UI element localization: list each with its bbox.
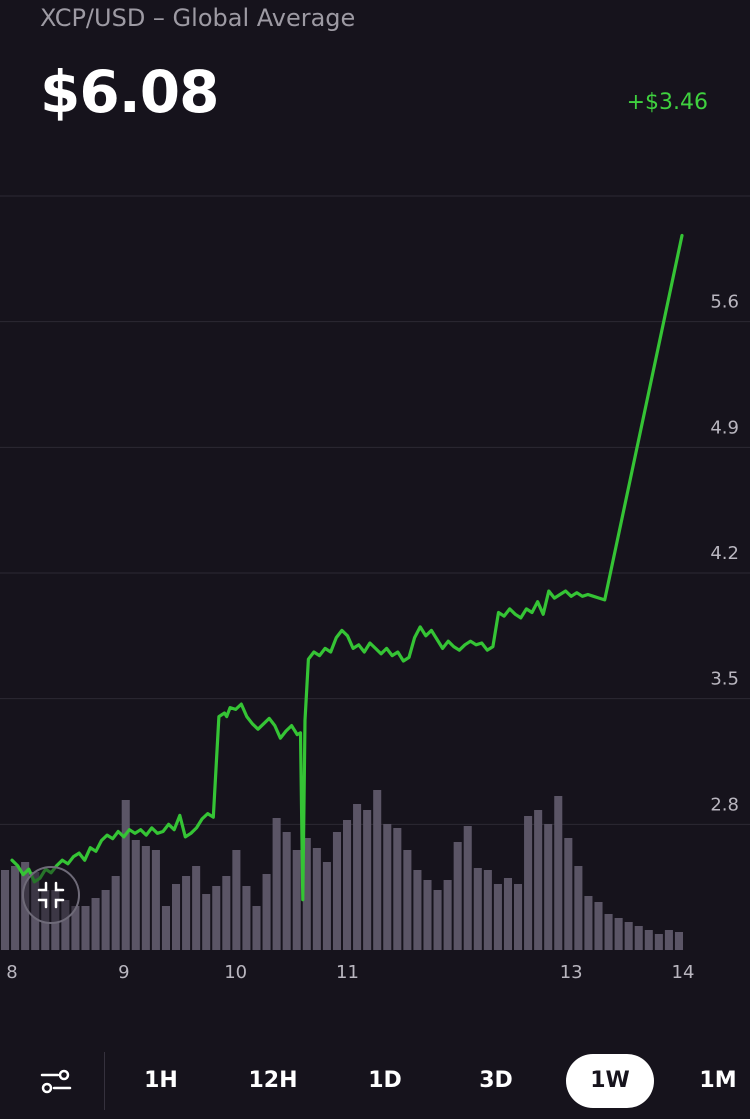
volume-bar: [302, 838, 311, 950]
price-change: +$3.46: [626, 90, 708, 115]
volume-bar: [493, 884, 502, 950]
range-3d[interactable]: 3D: [479, 1068, 513, 1093]
volume-bar: [453, 842, 462, 950]
volume-bar: [624, 922, 633, 950]
volume-bar: [343, 820, 352, 950]
volume-bar: [654, 934, 663, 950]
volume-bar: [534, 810, 543, 950]
current-price: $6.08: [40, 58, 219, 126]
volume-bar: [11, 866, 20, 950]
y-axis-labels: 5.6 4.9 4.2 3.5 2.8: [710, 292, 739, 816]
volume-bar: [131, 840, 140, 950]
volume-bar: [242, 886, 251, 950]
volume-bar: [473, 868, 482, 950]
volume-bar: [574, 866, 583, 950]
y-tick-label: 4.2: [710, 543, 739, 564]
range-1w[interactable]: 1W: [566, 1054, 654, 1108]
x-tick-label: 9: [118, 962, 129, 983]
volume-bar: [141, 846, 150, 950]
volume-bar: [604, 914, 613, 950]
volume-bar: [71, 906, 80, 950]
y-tick-label: 3.5: [710, 669, 739, 690]
volume-bar: [463, 826, 472, 950]
volume-bar: [332, 832, 341, 950]
volume-bar: [353, 804, 362, 950]
x-axis-labels: 8 9 10 11 13 14: [6, 962, 694, 983]
volume-bar: [544, 824, 553, 950]
volume-bar: [322, 862, 331, 950]
volume-bar: [644, 930, 653, 950]
volume-bar: [503, 878, 512, 950]
price-chart[interactable]: 5.6 4.9 4.2 3.5 2.8 8 9 10 11 13 14: [0, 190, 750, 990]
price-line-layer: [10, 233, 684, 902]
x-tick-label: 11: [336, 962, 359, 983]
volume-bar: [262, 874, 271, 950]
y-tick-label: 5.6: [710, 292, 739, 313]
chart-grid: [0, 195, 750, 825]
volume-bar: [151, 850, 160, 950]
volume-bar: [222, 876, 231, 950]
volume-bar: [161, 906, 170, 950]
volume-bar: [483, 870, 492, 950]
volume-bar: [192, 866, 201, 950]
volume-bar: [634, 926, 643, 950]
volume-bar: [292, 850, 301, 950]
time-range-bar: 1H 12H 1D 3D 1W 1M: [0, 1040, 750, 1119]
volume-bar: [373, 790, 382, 950]
volume-bar: [614, 918, 623, 950]
volume-bar: [182, 876, 191, 950]
volume-bar: [413, 870, 422, 950]
volume-bar: [393, 828, 402, 950]
range-1h[interactable]: 1H: [144, 1068, 178, 1093]
volume-bar: [524, 816, 533, 950]
volume-bar: [282, 832, 291, 950]
volume-bar: [443, 880, 452, 950]
volume-bar: [121, 800, 130, 950]
volume-bar: [554, 796, 563, 950]
volume-bar: [1, 870, 10, 950]
volume-bar: [111, 876, 120, 950]
volume-bar: [101, 890, 110, 950]
sliders-icon: [40, 1069, 72, 1094]
toolbar-divider: [104, 1052, 105, 1110]
volume-bar: [564, 838, 573, 950]
range-1d[interactable]: 1D: [368, 1068, 402, 1093]
x-tick-label: 8: [6, 962, 17, 983]
x-tick-label: 14: [672, 962, 695, 983]
volume-bar: [363, 810, 372, 950]
volume-bar: [514, 884, 523, 950]
collapse-chart-button[interactable]: [22, 866, 80, 924]
collapse-icon: [37, 881, 65, 909]
range-12h[interactable]: 12H: [248, 1068, 298, 1093]
volume-bar: [312, 848, 321, 950]
volume-bar: [594, 902, 603, 950]
volume-bar: [202, 894, 211, 950]
volume-bar: [403, 850, 412, 950]
y-tick-label: 4.9: [710, 417, 739, 438]
chart-settings-button[interactable]: [38, 1066, 74, 1096]
volume-bars: [1, 790, 683, 950]
pair-title: XCP/USD – Global Average: [40, 4, 356, 32]
volume-bar: [212, 886, 221, 950]
volume-bar: [81, 906, 90, 950]
volume-bar: [272, 818, 281, 950]
price-line: [10, 233, 684, 902]
volume-bar: [584, 896, 593, 950]
volume-bar: [172, 884, 181, 950]
volume-bar: [433, 890, 442, 950]
volume-bar: [252, 906, 261, 950]
volume-bar: [61, 900, 70, 950]
volume-bar: [423, 880, 432, 950]
volume-bar: [91, 898, 100, 950]
x-tick-label: 13: [560, 962, 583, 983]
volume-bar: [664, 930, 673, 950]
volume-bar: [674, 932, 683, 950]
range-1m[interactable]: 1M: [699, 1068, 737, 1093]
volume-bar: [232, 850, 241, 950]
volume-bar: [383, 824, 392, 950]
y-tick-label: 2.8: [710, 794, 739, 815]
x-tick-label: 10: [224, 962, 247, 983]
